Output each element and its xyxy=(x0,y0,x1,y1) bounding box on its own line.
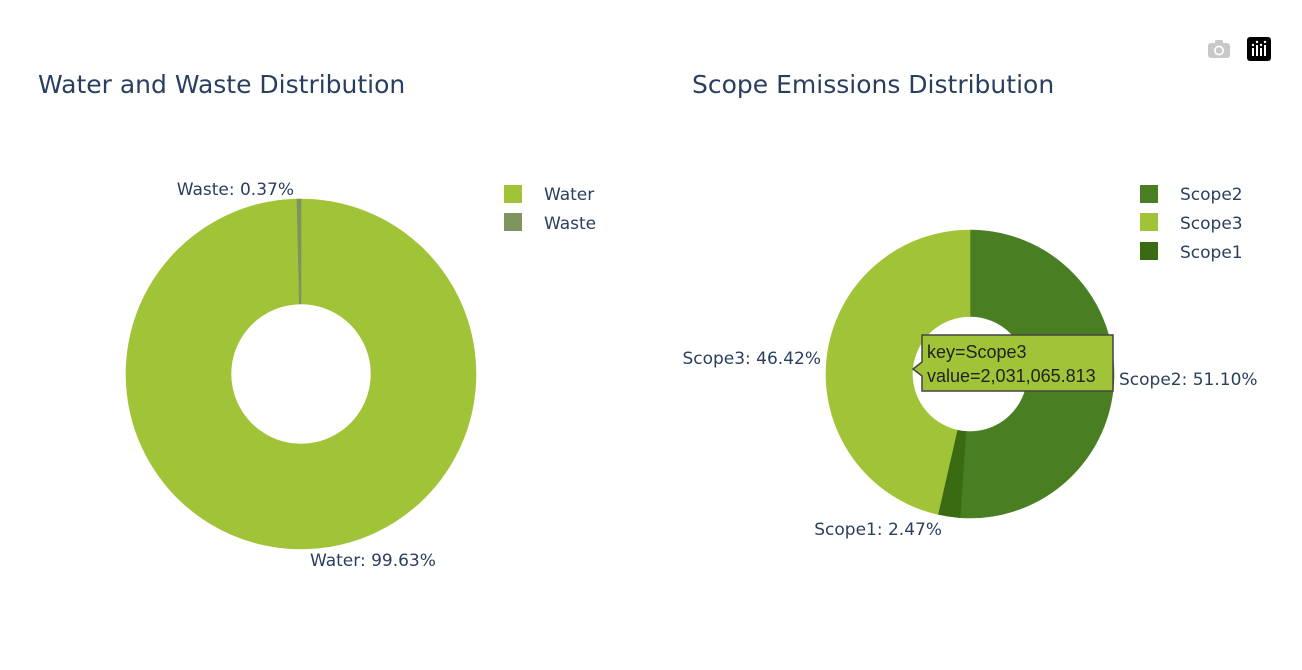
slice-label-scope2: Scope2: 51.10% xyxy=(1119,370,1258,390)
legend-label-scope3: Scope3 xyxy=(1180,214,1243,234)
legend-water-waste: Water Waste xyxy=(504,185,596,234)
tooltip-line-key: key=Scope3 xyxy=(927,342,1027,362)
modebar xyxy=(1206,36,1272,62)
legend-swatch-scope1 xyxy=(1140,242,1158,260)
hover-tooltip: key=Scope3 value=2,031,065.813 xyxy=(911,334,1114,392)
camera-icon[interactable] xyxy=(1206,36,1232,62)
slice-scope3[interactable] xyxy=(825,229,971,515)
pie-chart-water-waste: Water: 99.63% Waste: 0.37% xyxy=(125,180,477,571)
slice-waste[interactable] xyxy=(296,198,302,305)
plotly-logo-icon[interactable] xyxy=(1246,36,1272,62)
legend-label-waste: Waste xyxy=(544,214,596,234)
slice-label-waste: Waste: 0.37% xyxy=(177,180,294,200)
tooltip-line-value: value=2,031,065.813 xyxy=(927,366,1096,386)
slice-water[interactable] xyxy=(125,198,477,550)
slice-label-water: Water: 99.63% xyxy=(310,551,436,571)
legend-item-waste[interactable]: Waste xyxy=(504,213,596,234)
legend-swatch-water xyxy=(504,185,522,203)
legend-scope-emissions: Scope2 Scope3 Scope1 xyxy=(1140,185,1243,263)
tooltip-box xyxy=(911,334,1114,392)
legend-label-scope1: Scope1 xyxy=(1180,243,1243,263)
legend-label-scope2: Scope2 xyxy=(1180,185,1243,205)
legend-item-scope2[interactable]: Scope2 xyxy=(1140,185,1243,205)
legend-swatch-scope2 xyxy=(1140,185,1158,203)
slice-label-scope1: Scope1: 2.47% xyxy=(814,520,942,540)
legend-item-scope1[interactable]: Scope1 xyxy=(1140,242,1243,263)
legend-item-scope3[interactable]: Scope3 xyxy=(1140,213,1243,234)
legend-label-water: Water xyxy=(544,185,594,205)
chart-title-scope-emissions: Scope Emissions Distribution xyxy=(692,70,1055,99)
legend-item-water[interactable]: Water xyxy=(504,185,594,205)
legend-swatch-scope3 xyxy=(1140,213,1158,231)
chart-title-water-waste: Water and Waste Distribution xyxy=(38,70,406,99)
legend-swatch-waste xyxy=(504,213,522,231)
slice-label-scope3: Scope3: 46.42% xyxy=(682,349,821,369)
